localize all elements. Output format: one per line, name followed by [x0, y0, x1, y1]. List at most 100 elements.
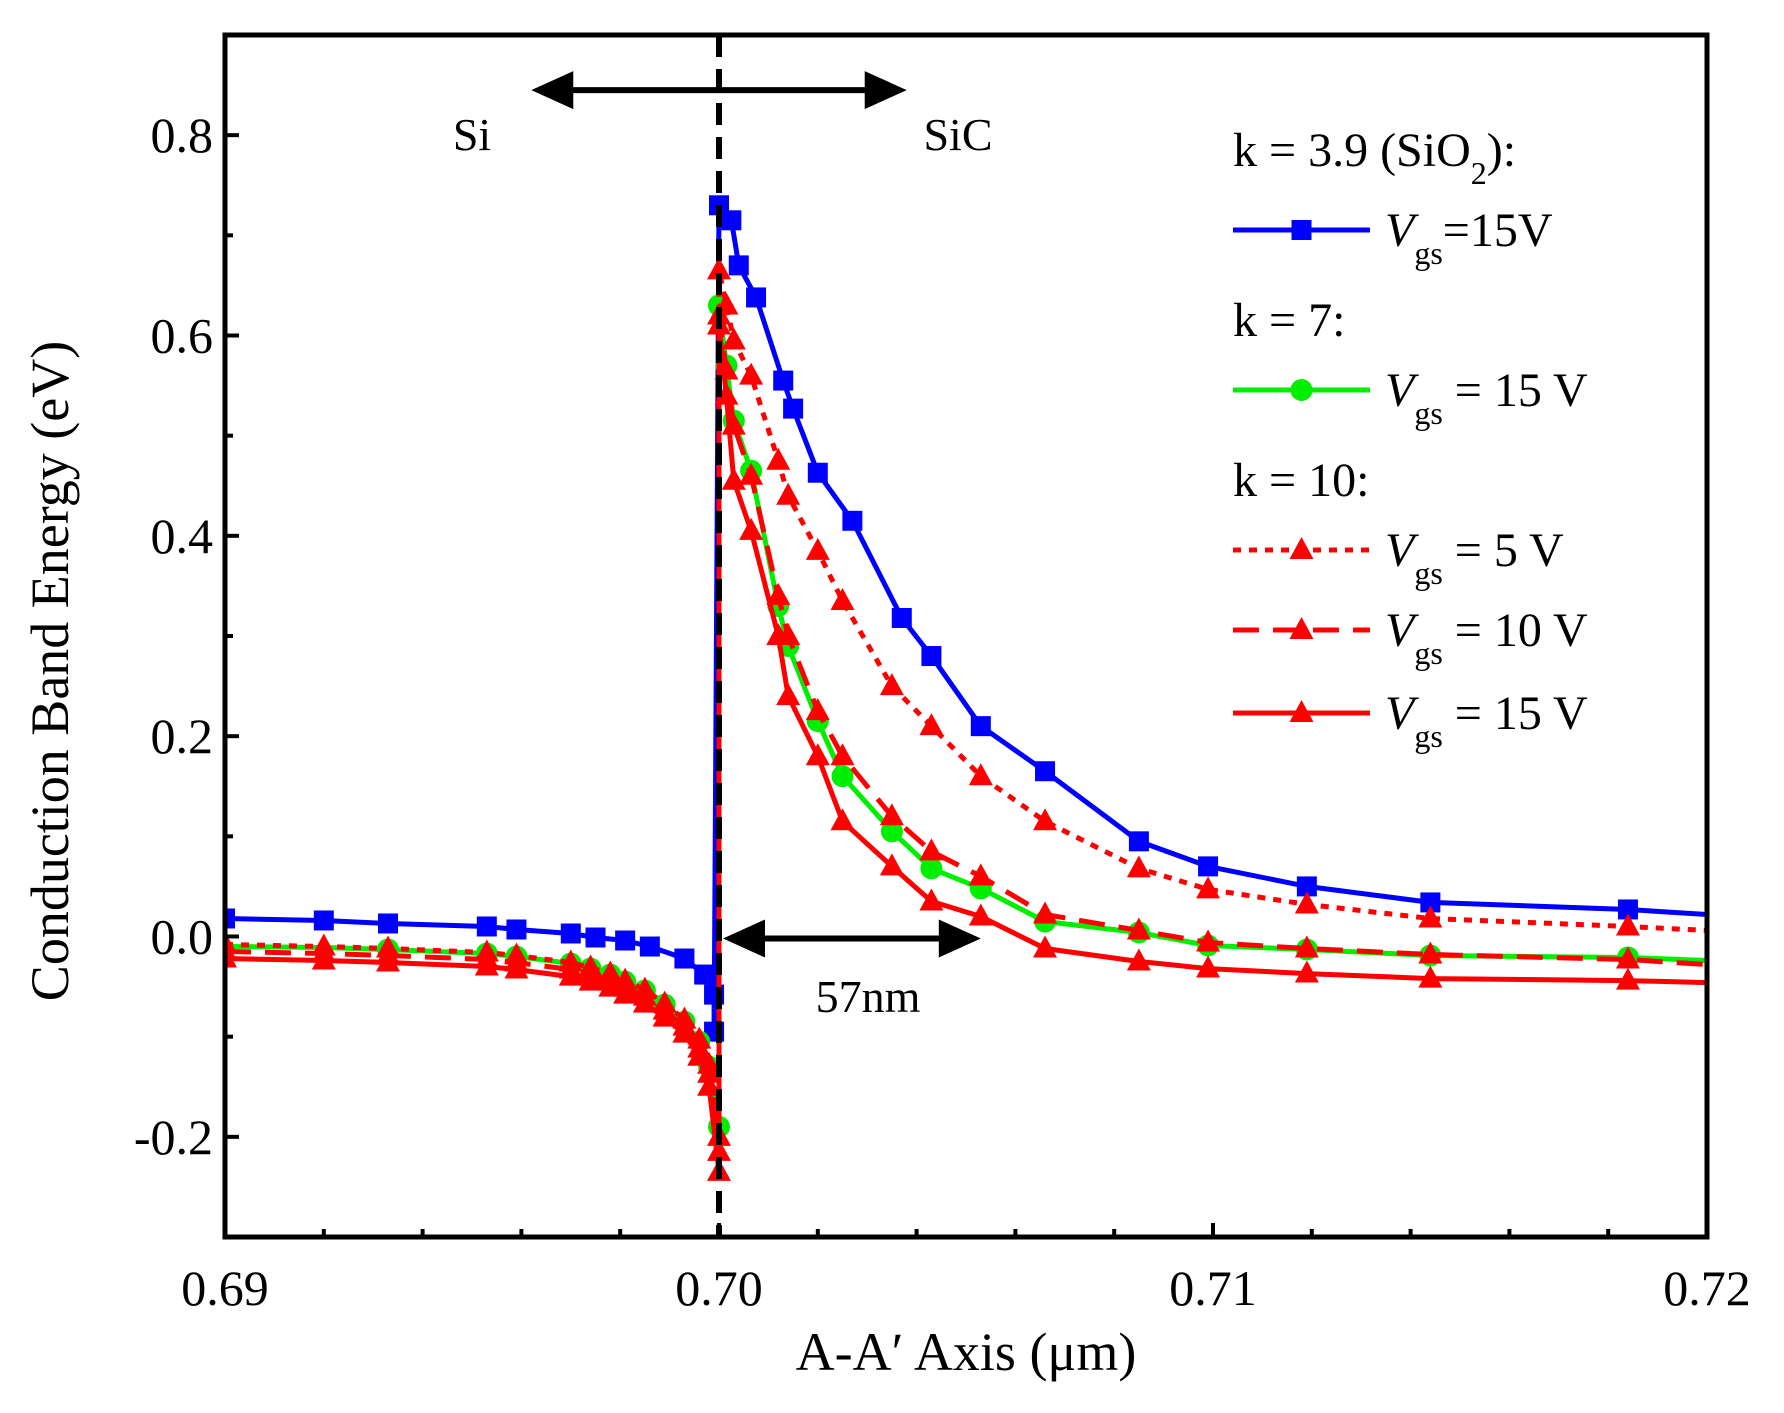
series-4-point	[1126, 948, 1151, 971]
series-4-point	[598, 974, 623, 997]
series-3-point	[766, 582, 791, 605]
y-tick-label: 0.6	[151, 308, 214, 364]
series-4-point	[632, 990, 657, 1013]
series-2-point	[1615, 913, 1640, 936]
series-0-point	[891, 607, 912, 628]
series-0-point	[674, 948, 695, 969]
series-0-point	[1296, 876, 1317, 897]
legend-header-1: k = 7:	[1233, 294, 1345, 347]
legend-label-sub: gs	[1414, 718, 1442, 754]
series-2-point	[879, 673, 904, 696]
series-4-point	[652, 1004, 677, 1027]
annotation-layer: Si SiC 57nm	[453, 35, 993, 1237]
series-3-point	[1196, 929, 1221, 952]
series-4-point	[672, 1020, 697, 1043]
legend-label-1: Vgs = 15 V	[1385, 364, 1588, 431]
legend-entry-1: Vgs = 15 V	[1233, 364, 1588, 431]
series-0-point	[1617, 899, 1638, 920]
series-4-point	[830, 808, 855, 831]
series-4-point	[504, 956, 529, 979]
series-4-point	[1196, 955, 1221, 978]
legend-key-marker	[1289, 537, 1314, 559]
series-2-point	[766, 447, 791, 470]
series-3-point	[830, 743, 855, 766]
series-0-point	[721, 210, 742, 231]
series-2-point	[1126, 855, 1151, 878]
legend-label-4: Vgs = 15 V	[1385, 687, 1588, 754]
x-tick-label: 0.72	[1663, 1260, 1751, 1316]
y-tick-label: -0.2	[134, 1109, 213, 1165]
label-sic: SiC	[923, 109, 992, 160]
series-4-point	[1418, 965, 1443, 988]
series-0-point	[1420, 892, 1441, 913]
series-1-point	[920, 857, 943, 880]
series-3-point	[1033, 901, 1058, 924]
width-arrow	[723, 919, 981, 958]
series-3-point	[739, 462, 764, 485]
x-tick-label: 0.69	[181, 1260, 269, 1316]
legend-header-2: k = 10:	[1233, 454, 1369, 507]
series-2-point	[776, 482, 801, 505]
legend-label-sub: gs	[1414, 235, 1442, 271]
legend-key-marker	[1291, 220, 1312, 240]
series-4-point	[968, 903, 993, 926]
series-0-point	[313, 910, 334, 931]
series-2-point	[1294, 891, 1319, 914]
series-0-point	[694, 964, 715, 985]
legend-header-main: k = 7:	[1233, 294, 1345, 347]
series-0-point	[970, 716, 991, 737]
x-tick-label: 0.70	[675, 1260, 763, 1316]
series-2-point	[919, 713, 944, 736]
x-axis-title: A-A′ Axis (μm)	[796, 1322, 1137, 1382]
series-0-point	[842, 510, 863, 531]
region-arrow-head-left	[531, 71, 574, 110]
series-0-point	[615, 930, 636, 951]
legend-header-sub: 2	[1471, 155, 1487, 191]
series-4-point	[805, 743, 830, 766]
legend-header-main: k = 10:	[1233, 454, 1369, 507]
legend-label-sym: V	[1385, 524, 1419, 577]
legend-entry-2: Vgs = 5 V	[1233, 524, 1564, 591]
series-3-point	[1418, 941, 1443, 964]
series-4-point	[776, 683, 801, 706]
series-3-point	[1615, 946, 1640, 969]
series-0-point	[225, 908, 235, 929]
series-layer	[225, 195, 1707, 1181]
series-2-point	[721, 327, 746, 350]
series-3-point	[697, 1060, 722, 1083]
series-0-point	[560, 923, 581, 944]
x-tick-label: 0.71	[1169, 1260, 1257, 1316]
region-arrow-head-right	[864, 71, 907, 110]
y-tick-label: 0.0	[151, 909, 214, 965]
series-2-point	[968, 763, 993, 786]
series-4	[225, 312, 1707, 1181]
legend-key-marker	[1289, 617, 1314, 639]
series-0-point	[746, 287, 767, 308]
series-3-point	[1126, 917, 1151, 940]
series-0-point	[807, 462, 828, 483]
legend-entry-4: Vgs = 15 V	[1233, 687, 1588, 754]
legend-label-sym: V	[1385, 604, 1419, 657]
series-4-point	[558, 963, 583, 986]
series-2-point	[739, 362, 764, 385]
legend-header-main: k = 3.9 (SiO	[1233, 124, 1471, 177]
series-0-point	[378, 913, 399, 934]
legend-label-text: = 15 V	[1443, 364, 1588, 417]
legend-entry-3: Vgs = 10 V	[1233, 604, 1588, 671]
legend-label-sub: gs	[1414, 635, 1442, 671]
legend-label-0: Vgs=15V	[1385, 204, 1553, 271]
legend-label-text: = 10 V	[1443, 604, 1588, 657]
legend-label-sym: V	[1385, 687, 1419, 740]
series-2-point	[1033, 808, 1058, 831]
series-0-point	[728, 255, 749, 276]
series-4-point	[1033, 935, 1058, 958]
legend-label-sub: gs	[1414, 395, 1442, 431]
series-3-point	[805, 698, 830, 721]
series-2-point	[830, 587, 855, 610]
legend-label-2: Vgs = 5 V	[1385, 524, 1564, 591]
series-2-point	[707, 257, 731, 280]
legend-label-text: = 5 V	[1443, 524, 1564, 577]
legend-label-text: = 15 V	[1443, 687, 1588, 740]
